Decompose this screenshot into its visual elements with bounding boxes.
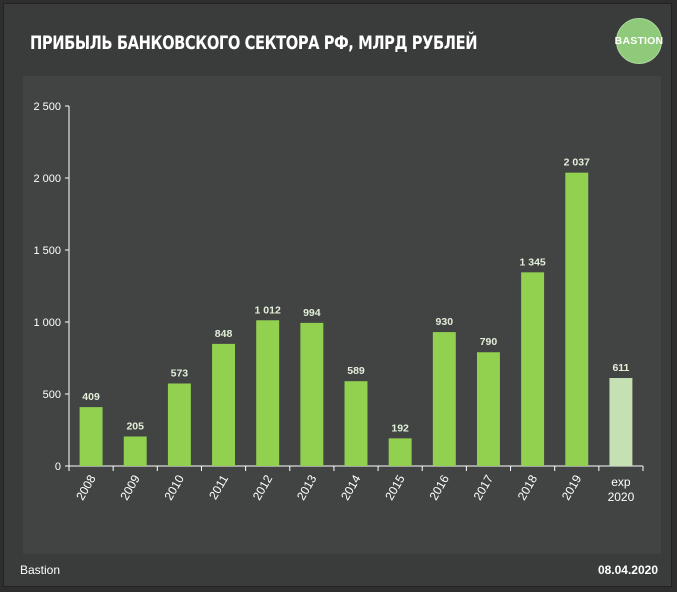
- x-tick-label: 2013: [294, 472, 320, 502]
- bar: [476, 352, 500, 466]
- y-tick-label: 2 500: [33, 101, 61, 113]
- bar: [167, 383, 191, 466]
- bar: [388, 438, 412, 466]
- bar: [432, 332, 456, 466]
- x-tick-label: 2017: [471, 472, 497, 502]
- x-tick-label: 2009: [117, 472, 143, 502]
- bar: [79, 407, 103, 466]
- y-tick-label: 1 500: [33, 245, 61, 257]
- x-tick-label: 2012: [250, 472, 276, 502]
- bar-value-label: 994: [303, 307, 321, 319]
- bar: [212, 343, 236, 466]
- bar-value-label: 589: [347, 365, 365, 377]
- y-tick-label: 1 000: [33, 317, 61, 329]
- x-tick-label: exp 2020: [608, 475, 635, 504]
- bastion-logo: BASTION: [614, 18, 664, 64]
- x-tick-label: 2014: [338, 472, 364, 502]
- bar: [565, 172, 589, 466]
- y-tick-label: 500: [43, 389, 61, 401]
- bar: [344, 381, 368, 466]
- bar-value-label: 848: [215, 328, 233, 340]
- bar-value-label: 2 037: [564, 157, 590, 169]
- bar-value-label: 930: [436, 316, 454, 328]
- bar-chart: 0 500 1 000 1 500 2 000 2 500 409 2008 205 2009 57…: [33, 101, 644, 504]
- y-tick-label: 2 000: [33, 173, 61, 185]
- bar-value-label: 1 345: [519, 256, 545, 268]
- x-tick-label: 2018: [515, 472, 541, 502]
- bar-value-label: 409: [82, 391, 100, 403]
- bar-value-label: 1 012: [255, 304, 281, 316]
- footer-date: 08.04.2020: [597, 563, 658, 577]
- x-tick-label: 2010: [162, 472, 188, 502]
- x-tick-label: 2015: [382, 472, 408, 502]
- logo-text: BASTION: [614, 35, 664, 47]
- bar-value-label: 205: [126, 420, 144, 432]
- x-tick-label: 2011: [206, 472, 231, 502]
- x-tick-label: 2016: [426, 472, 452, 502]
- bar-value-label: 192: [391, 422, 409, 434]
- bar: [521, 272, 545, 466]
- bar-value-label: 611: [612, 362, 629, 374]
- x-tick-label: 2008: [73, 472, 99, 502]
- chart-frame: ПРИБЫЛЬ БАНКОВСКОГО СЕКТОРА РФ, МЛРД РУБ…: [3, 3, 672, 587]
- bar: [123, 436, 147, 466]
- y-tick-label: 0: [55, 461, 61, 473]
- footer-source: Bastion: [20, 563, 61, 577]
- bar-value-label: 790: [480, 336, 498, 348]
- bar: [300, 322, 324, 466]
- x-tick-label: 2019: [559, 472, 585, 502]
- chart-title: ПРИБЫЛЬ БАНКОВСКОГО СЕКТОРА РФ, МЛРД РУБ…: [30, 32, 478, 54]
- plot-area: 0 500 1 000 1 500 2 000 2 500 409 2008 205 2009 57…: [23, 76, 661, 554]
- bar: [256, 320, 280, 466]
- bar: [609, 378, 633, 466]
- bar-value-label: 573: [171, 367, 189, 379]
